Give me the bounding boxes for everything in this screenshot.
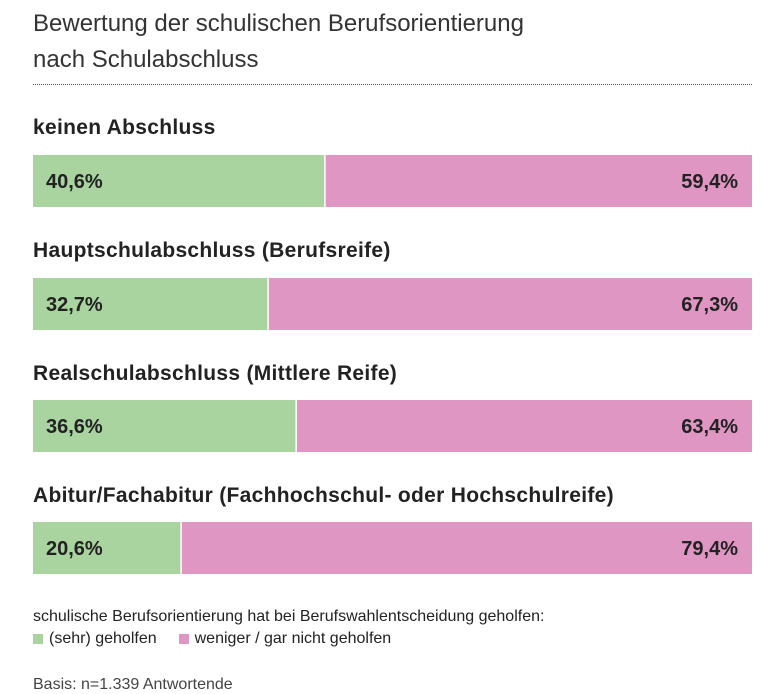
title-divider — [33, 84, 752, 85]
data-label-nicht-geholfen: 67,3% — [681, 294, 738, 316]
category-label: Abitur/Fachabitur (Fachhochschul- oder H… — [33, 484, 614, 507]
chart-title-line-1: Bewertung der schulischen Berufsorientie… — [33, 10, 524, 37]
bar-nicht-geholfen — [268, 278, 752, 330]
legend-title: schulische Berufsorientierung hat bei Be… — [33, 608, 545, 625]
data-label-geholfen: 40,6% — [46, 171, 103, 193]
data-label-geholfen: 32,7% — [46, 294, 103, 316]
legend-items: (sehr) geholfen weniger / gar nicht gehol… — [33, 628, 753, 650]
data-label-geholfen: 20,6% — [46, 538, 103, 560]
category-label: keinen Abschluss — [33, 116, 216, 139]
data-label-nicht-geholfen: 63,4% — [681, 416, 738, 438]
bar-nicht-geholfen — [296, 400, 752, 452]
bar-nicht-geholfen — [181, 522, 752, 574]
bar-geholfen — [33, 400, 296, 452]
legend-item: (sehr) geholfen — [33, 628, 157, 650]
chart-title: Bewertung der schulischen Berufsorientie… — [33, 6, 753, 78]
legend-swatch — [178, 634, 189, 644]
bar-geholfen — [33, 522, 181, 574]
bar-geholfen — [33, 278, 268, 330]
data-label-nicht-geholfen: 79,4% — [681, 538, 738, 560]
legend-label: weniger / gar nicht geholfen — [194, 630, 392, 647]
data-label-nicht-geholfen: 59,4% — [681, 171, 738, 193]
bar-nicht-geholfen — [325, 155, 752, 207]
chart-title-line-2: nach Schulabschluss — [33, 46, 259, 73]
basis-note: Basis: n=1.339 Antwortende — [33, 676, 233, 693]
legend-swatch — [33, 634, 43, 644]
stacked-bar-chart: 40,6% 59,4% 32,7% 67,3% 36,6% 63,4% 20,6% 79,4% — [33, 155, 752, 574]
legend-item: weniger / gar nicht geholfen — [178, 628, 392, 650]
category-label: Hauptschulabschluss (Berufsreife) — [33, 239, 391, 262]
data-label-geholfen: 36,6% — [46, 416, 103, 438]
category-label: Realschulabschluss (Mittlere Reife) — [33, 362, 398, 385]
legend: schulische Berufsorientierung hat bei Be… — [33, 606, 753, 650]
bar-geholfen — [33, 155, 325, 207]
legend-label: (sehr) geholfen — [49, 630, 157, 647]
